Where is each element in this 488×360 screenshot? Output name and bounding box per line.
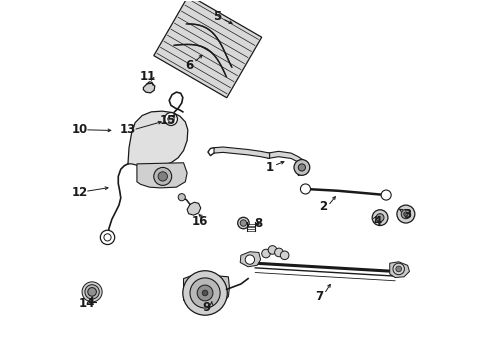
Circle shape <box>100 230 115 244</box>
Circle shape <box>380 190 390 200</box>
Circle shape <box>237 217 249 229</box>
Text: 1: 1 <box>265 161 273 174</box>
Circle shape <box>153 167 171 185</box>
Text: 3: 3 <box>403 208 411 221</box>
Circle shape <box>300 184 310 194</box>
Circle shape <box>396 205 414 223</box>
Circle shape <box>240 220 246 226</box>
Circle shape <box>158 172 167 181</box>
Text: 13: 13 <box>120 123 136 136</box>
Circle shape <box>280 251 288 260</box>
Circle shape <box>298 164 305 171</box>
Text: 16: 16 <box>191 215 207 228</box>
Text: 11: 11 <box>139 69 156 82</box>
Circle shape <box>395 266 401 272</box>
Circle shape <box>82 282 102 302</box>
Circle shape <box>190 278 220 308</box>
Circle shape <box>183 271 227 315</box>
Circle shape <box>164 113 177 126</box>
Text: 14: 14 <box>79 297 95 310</box>
Polygon shape <box>143 83 155 93</box>
Text: 15: 15 <box>159 114 175 127</box>
Circle shape <box>267 246 276 254</box>
Polygon shape <box>267 151 305 176</box>
Text: 2: 2 <box>319 201 327 213</box>
Circle shape <box>403 212 407 216</box>
Circle shape <box>261 249 270 258</box>
Text: 6: 6 <box>184 59 193 72</box>
Polygon shape <box>137 163 187 188</box>
Circle shape <box>244 255 254 264</box>
Circle shape <box>293 159 309 175</box>
Text: 10: 10 <box>71 123 87 136</box>
Circle shape <box>392 263 404 275</box>
Text: 9: 9 <box>203 301 210 314</box>
Circle shape <box>375 214 383 222</box>
Polygon shape <box>183 274 229 306</box>
Circle shape <box>88 288 96 296</box>
Polygon shape <box>214 147 269 158</box>
Circle shape <box>197 285 212 301</box>
Circle shape <box>274 248 283 257</box>
Polygon shape <box>153 0 261 98</box>
Circle shape <box>400 210 410 219</box>
Circle shape <box>85 285 99 299</box>
Text: 12: 12 <box>71 186 87 199</box>
Polygon shape <box>128 111 187 166</box>
Text: 7: 7 <box>315 290 323 303</box>
Polygon shape <box>187 202 201 215</box>
Circle shape <box>371 210 387 226</box>
Circle shape <box>167 116 174 122</box>
Polygon shape <box>389 262 408 278</box>
Text: 8: 8 <box>254 216 263 230</box>
Text: 4: 4 <box>372 215 381 228</box>
Circle shape <box>178 194 185 201</box>
Polygon shape <box>240 252 260 267</box>
Text: 5: 5 <box>213 10 221 23</box>
Circle shape <box>202 290 207 296</box>
